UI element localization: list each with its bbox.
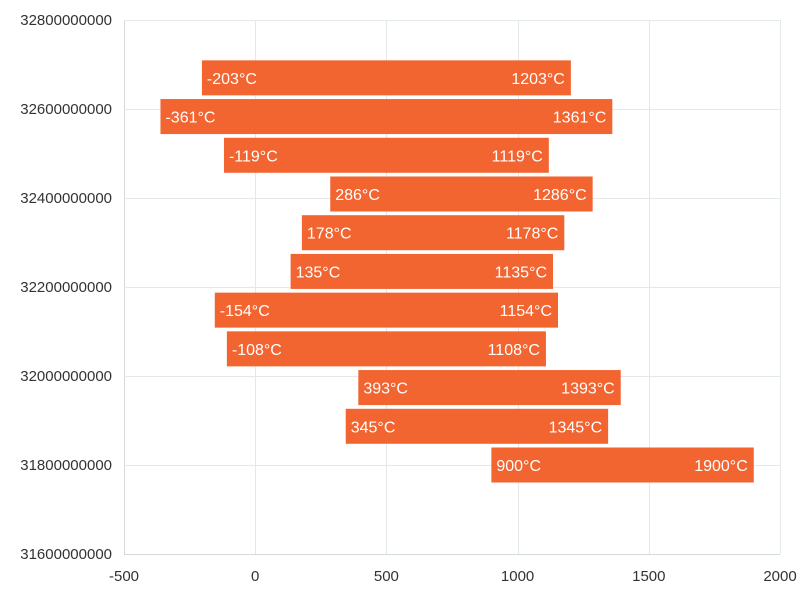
range-bar bbox=[290, 253, 554, 289]
y-tick-label: 31800000000 bbox=[20, 457, 112, 474]
y-tick-label: 32000000000 bbox=[20, 368, 112, 385]
y-axis-ticks: 31600000000 31800000000 32000000000 3220000… bbox=[20, 12, 112, 563]
range-bar bbox=[345, 408, 609, 444]
range-bar bbox=[223, 137, 549, 173]
range-bar bbox=[358, 370, 621, 406]
y-tick-label: 31600000000 bbox=[20, 546, 112, 563]
bar-low-label: -108°C bbox=[232, 342, 282, 359]
range-bar bbox=[301, 215, 565, 251]
y-tick-label: 32200000000 bbox=[20, 279, 112, 296]
x-tick-label: 1500 bbox=[632, 568, 665, 585]
bar-high-label: 1361°C bbox=[553, 110, 607, 127]
x-tick-label: 2000 bbox=[763, 568, 796, 585]
range-bar bbox=[330, 176, 593, 212]
bar-high-label: 1119°C bbox=[492, 148, 543, 165]
x-tick-label: 500 bbox=[374, 568, 399, 585]
bars bbox=[160, 60, 754, 483]
bar-high-label: 1135°C bbox=[495, 264, 547, 281]
x-tick-label: 0 bbox=[251, 568, 259, 585]
bar-low-label: -119°C bbox=[229, 148, 278, 165]
bar-low-label: 178°C bbox=[307, 226, 352, 243]
x-tick-label: -500 bbox=[109, 568, 139, 585]
y-tick-label: 32800000000 bbox=[20, 12, 112, 29]
range-bar bbox=[160, 99, 613, 135]
bar-high-label: 1286°C bbox=[533, 187, 587, 204]
bar-high-label: 1345°C bbox=[549, 419, 603, 436]
bar-low-label: 393°C bbox=[363, 381, 408, 398]
bar-low-label: 286°C bbox=[335, 187, 380, 204]
bar-high-label: 1154°C bbox=[500, 303, 552, 320]
bar-low-label: -154°C bbox=[220, 303, 270, 320]
y-tick-label: 32400000000 bbox=[20, 190, 112, 207]
range-bar bbox=[226, 331, 546, 367]
range-bar bbox=[214, 292, 559, 328]
bar-low-label: -203°C bbox=[207, 71, 257, 88]
range-bar bbox=[201, 60, 571, 96]
range-bar bbox=[491, 447, 754, 483]
bar-high-label: 1178°C bbox=[506, 226, 558, 243]
bar-low-label: 345°C bbox=[351, 419, 396, 436]
x-axis-ticks: -500 0 500 1000 1500 2000 bbox=[109, 568, 797, 585]
bar-labels: -203°C 1203°C -361°C 1361°C -119°C 1119°C 286°… bbox=[165, 71, 747, 475]
bar-high-label: 1393°C bbox=[561, 381, 615, 398]
bar-high-label: 1203°C bbox=[511, 71, 565, 88]
bar-low-label: -361°C bbox=[165, 110, 215, 127]
y-tick-label: 32600000000 bbox=[20, 101, 112, 118]
bar-low-label: 900°C bbox=[496, 458, 541, 475]
bar-low-label: 135°C bbox=[296, 264, 341, 281]
x-tick-label: 1000 bbox=[501, 568, 534, 585]
bar-high-label: 1900°C bbox=[694, 458, 748, 475]
bar-high-label: 1108°C bbox=[488, 342, 540, 359]
